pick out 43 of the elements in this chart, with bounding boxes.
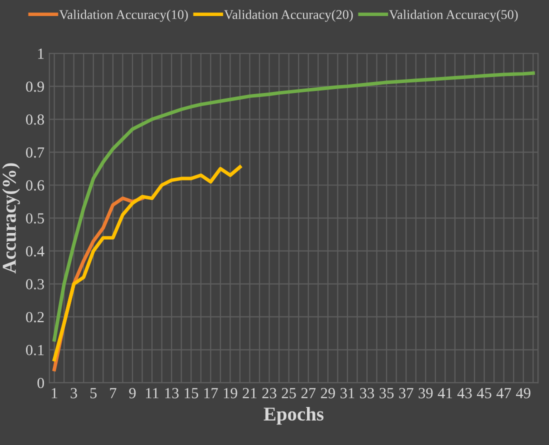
x-tick-label: 35 xyxy=(380,388,394,398)
x-tick-label: 9 xyxy=(129,388,136,398)
x-tick-label: 11 xyxy=(146,388,158,398)
line-series xyxy=(52,165,242,362)
y-tick-label: 0.4 xyxy=(26,246,44,256)
x-tick-label: 33 xyxy=(360,388,374,398)
x-tick-label: 31 xyxy=(340,388,354,398)
y-axis-title: Accuracy(%) xyxy=(2,163,20,274)
y-tick-label: 0 xyxy=(37,378,44,388)
x-tick-label: 43 xyxy=(457,388,472,398)
x-tick-label: 1 xyxy=(52,388,58,398)
x-tick-label: 15 xyxy=(184,388,198,398)
x-tick-label: 21 xyxy=(242,388,256,398)
x-tick-label: 3 xyxy=(70,388,78,398)
legend-label: Validation Accuracy(50) xyxy=(389,10,518,22)
x-axis-title: Epochs xyxy=(264,406,324,425)
y-tick-label: 0.7 xyxy=(26,147,44,158)
x-tick-label: 5 xyxy=(90,388,97,398)
y-tick-label: 0.8 xyxy=(26,114,44,125)
x-tick-label: 23 xyxy=(262,388,276,398)
x-tick-label: 47 xyxy=(496,388,512,398)
x-tick-label: 29 xyxy=(320,388,335,398)
y-tick-label: 0.9 xyxy=(26,81,44,92)
legend-label: Validation Accuracy(20) xyxy=(224,10,353,22)
y-tick-label: 0.3 xyxy=(26,279,44,290)
x-tick-label: 37 xyxy=(399,388,414,398)
x-tick-label: 13 xyxy=(165,388,179,398)
y-tick-label: 0.2 xyxy=(26,312,44,322)
x-tick-label: 17 xyxy=(204,388,218,398)
x-tick-label: 25 xyxy=(282,388,296,398)
x-tick-label: 41 xyxy=(438,388,452,398)
x-tick-label: 49 xyxy=(516,388,530,398)
legend-label: Validation Accuracy(10) xyxy=(59,10,188,22)
x-tick-label: 7 xyxy=(110,388,116,398)
y-tick-label: 0.5 xyxy=(26,213,44,224)
x-tick-label: 27 xyxy=(301,388,316,398)
x-tick-label: 19 xyxy=(224,388,238,398)
y-tick-label: 0.6 xyxy=(26,180,44,191)
y-tick-label: 1 xyxy=(38,48,44,59)
x-tick-label: 39 xyxy=(418,388,433,398)
x-tick-label: 45 xyxy=(476,388,492,398)
line-series xyxy=(52,71,535,342)
y-tick-label: 0.1 xyxy=(26,344,44,356)
